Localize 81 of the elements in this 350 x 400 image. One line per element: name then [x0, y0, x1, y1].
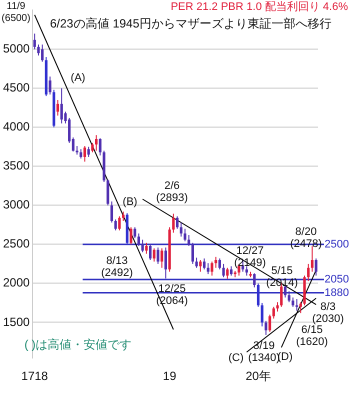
y-tick-label: 2500 — [2, 236, 30, 251]
candlestick — [134, 226, 136, 239]
candlestick — [98, 138, 102, 156]
annotation: 8/13 (2492) — [101, 255, 133, 280]
y-tick-label: 4000 — [2, 120, 30, 134]
candlestick — [118, 216, 121, 231]
candlestick — [202, 258, 206, 270]
candlestick — [41, 44, 44, 62]
candlestick — [33, 33, 36, 50]
candlestick — [83, 146, 86, 162]
candlestick — [260, 302, 264, 327]
candlestick — [130, 226, 132, 245]
candlestick — [87, 146, 90, 158]
y-tick-label: 3500 — [2, 158, 30, 173]
y-tick-label: 3000 — [2, 198, 30, 212]
candlestick — [145, 242, 148, 254]
candlestick — [292, 296, 294, 308]
ref-line-label: 2500 — [324, 238, 349, 250]
candlestick — [60, 88, 63, 124]
annotation: (B) — [122, 196, 138, 208]
candlestick — [307, 263, 310, 282]
candlestick — [110, 200, 114, 224]
x-tick-label: 19 — [162, 369, 177, 384]
text: 6/23の高値 1945円からマザーズより東証一部へ移行 — [50, 16, 332, 30]
candlestick — [256, 282, 260, 308]
annotation: 3/19 (1340) — [248, 340, 280, 364]
candlestick — [184, 228, 186, 242]
candlestick — [37, 44, 40, 56]
candlestick — [272, 306, 275, 320]
candlestick — [152, 248, 156, 262]
candlestick — [141, 239, 144, 253]
y-tick-label: 4500 — [2, 80, 30, 95]
candlestick — [314, 258, 318, 276]
candlestick — [91, 142, 94, 153]
candlestick — [80, 148, 82, 160]
candlestick — [276, 302, 279, 312]
candlestick — [48, 76, 52, 96]
ref-line-label: 1880 — [324, 286, 349, 299]
x-tick-label: 20年 — [246, 369, 271, 384]
candlestick — [214, 256, 218, 268]
annotation: ( )は高値・安値です — [24, 337, 132, 352]
candlestick — [299, 302, 302, 314]
candlestick — [253, 272, 256, 288]
candlestick — [226, 267, 229, 280]
candlestick — [122, 211, 125, 222]
candlestick — [199, 260, 202, 272]
candlestick — [218, 258, 221, 270]
annotation: (A) — [70, 72, 86, 84]
candlestick — [268, 314, 272, 332]
candlestick — [172, 213, 175, 234]
candlestick — [210, 261, 214, 276]
annotation: 2/6 (2893) — [156, 180, 188, 204]
text: 11/9 (6500) — [2, 0, 30, 24]
annotation: (C) — [228, 352, 244, 364]
y-tick-label: 2000 — [2, 276, 30, 290]
candlestick — [230, 266, 233, 276]
candlestick — [156, 247, 160, 264]
annotation: 6/15 (1620) — [296, 324, 328, 348]
candlestick — [288, 290, 290, 303]
candlestick — [264, 320, 268, 336]
candlestick — [295, 298, 298, 312]
candlestick — [222, 263, 225, 278]
annotation: 8/3 (2030) — [312, 301, 344, 326]
y-tick-label: 1500 — [2, 314, 30, 329]
candlestick — [164, 247, 168, 279]
candlestick — [56, 99, 60, 116]
ref-line-label: 2050 — [324, 274, 349, 286]
candlestick — [180, 222, 182, 238]
candlestick — [191, 242, 194, 264]
candlestick — [106, 179, 110, 206]
candlestick — [114, 218, 117, 231]
candlestick — [95, 134, 98, 152]
candlestick — [195, 257, 198, 268]
candlestick — [160, 248, 164, 268]
y-tick-label: 5000 — [2, 42, 30, 56]
x-tick-label: 1718 — [21, 369, 48, 384]
candlestick — [148, 244, 152, 261]
candlestick — [188, 234, 190, 246]
candlestick — [176, 216, 179, 230]
chart-subtitle: PER 21.2 PBR 1.0 配当利回り 4.6% — [170, 0, 348, 14]
candlestick — [137, 232, 140, 246]
